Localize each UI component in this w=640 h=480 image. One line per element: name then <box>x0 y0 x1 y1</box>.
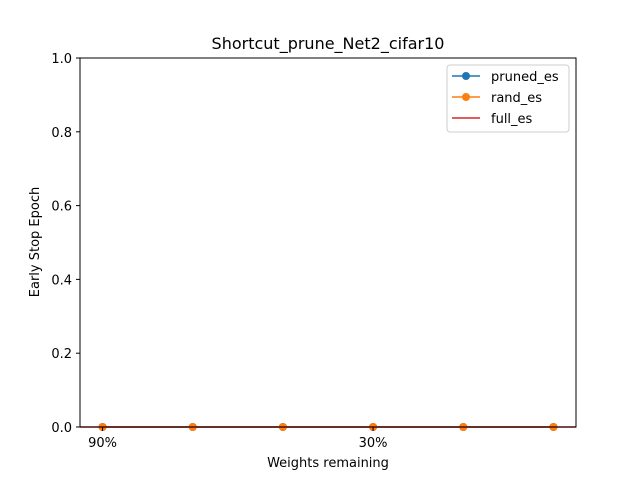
legend-swatch-marker-rand_es <box>462 93 470 101</box>
legend-swatch-marker-pruned_es <box>462 72 470 80</box>
y-tick-label: 1.0 <box>51 52 72 67</box>
legend-label-rand_es: rand_es <box>491 91 542 106</box>
y-tick-label: 0.6 <box>51 200 72 215</box>
y-tick-label: 0.4 <box>51 273 72 288</box>
legend-box <box>446 64 570 133</box>
x-axis-label: Weights remaining <box>267 456 389 471</box>
y-tick-label: 0.8 <box>51 126 72 141</box>
legend-label-pruned_es: pruned_es <box>491 70 559 85</box>
legend: pruned_es rand_es full_es <box>446 64 570 133</box>
legend-label-full_es: full_es <box>491 112 533 127</box>
x-tick-label: 90% <box>88 436 117 451</box>
y-tick-label: 0.0 <box>51 421 72 436</box>
y-tick-label: 0.2 <box>51 347 72 362</box>
x-tick-label: 30% <box>359 436 388 451</box>
plot-border <box>79 57 577 428</box>
y-axis: 0.0 0.2 0.4 0.6 0.8 1.0 <box>51 52 80 436</box>
x-axis: 90% 30% <box>88 427 388 451</box>
chart-title: Shortcut_prune_Net2_cifar10 <box>212 34 445 54</box>
y-axis-label: Early Stop Epoch <box>28 187 43 297</box>
